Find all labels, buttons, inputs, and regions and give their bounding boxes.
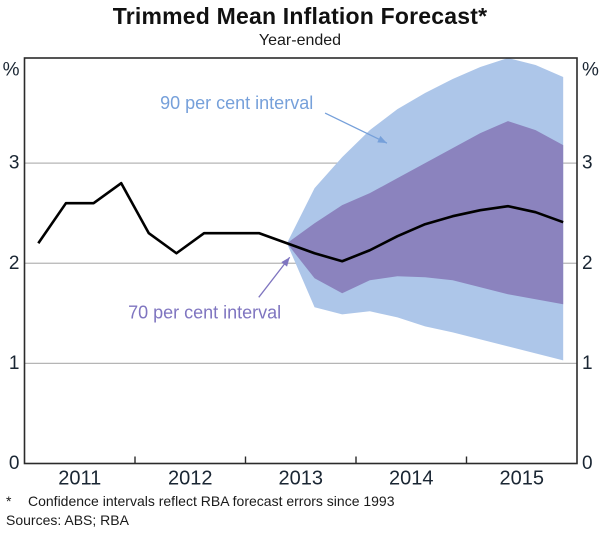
- fan-chart-canvas: 0 0 1 1 2 2 3 3% % 2011 2012 2013 2014 2015 90 per cen…: [3, 57, 599, 490]
- percent-label-right: %: [582, 60, 599, 81]
- footnote: * Confidence intervals reflect RBA forec…: [6, 493, 594, 509]
- percent-label-left: %: [3, 60, 20, 81]
- annotation-arrow-band90-label: [324, 112, 388, 144]
- annotation-arrowhead-band90-label: [377, 135, 387, 144]
- band-70-per-cent: [286, 121, 564, 305]
- sources-line: Sources: ABS; RBA: [6, 512, 129, 528]
- y-axis-label-left: 3: [9, 153, 20, 174]
- x-axis-year-label: 2011: [58, 468, 101, 490]
- chart-title: Trimmed Mean Inflation Forecast*: [112, 3, 488, 29]
- annotation-band70-label: 70 per cent interval: [128, 302, 281, 322]
- y-axis-label-right: 3: [582, 153, 593, 174]
- x-axis-year-label: 2014: [389, 468, 434, 490]
- x-axis-year-label: 2015: [500, 468, 545, 490]
- annotation-band90-label: 90 per cent interval: [160, 93, 313, 113]
- inflation-line: [37, 181, 564, 263]
- y-axis-label-left: 2: [9, 253, 20, 274]
- y-axis-label-right: 2: [582, 253, 593, 274]
- y-axis-label-right: 1: [582, 353, 593, 374]
- x-axis-year-label: 2013: [279, 468, 324, 490]
- x-axis-year-label: 2012: [168, 468, 213, 490]
- annotation-arrowhead-band70-label: [281, 257, 290, 267]
- plot-frame: [23, 57, 578, 465]
- y-axis-label-left: 0: [9, 453, 20, 474]
- footnote-text: Confidence intervals reflect RBA forecas…: [28, 493, 395, 509]
- chart-subtitle: Year-ended: [258, 32, 342, 49]
- y-axis-label-left: 1: [9, 353, 20, 374]
- footnote-marker: *: [6, 493, 12, 509]
- y-axis-label-right: 0: [582, 453, 593, 474]
